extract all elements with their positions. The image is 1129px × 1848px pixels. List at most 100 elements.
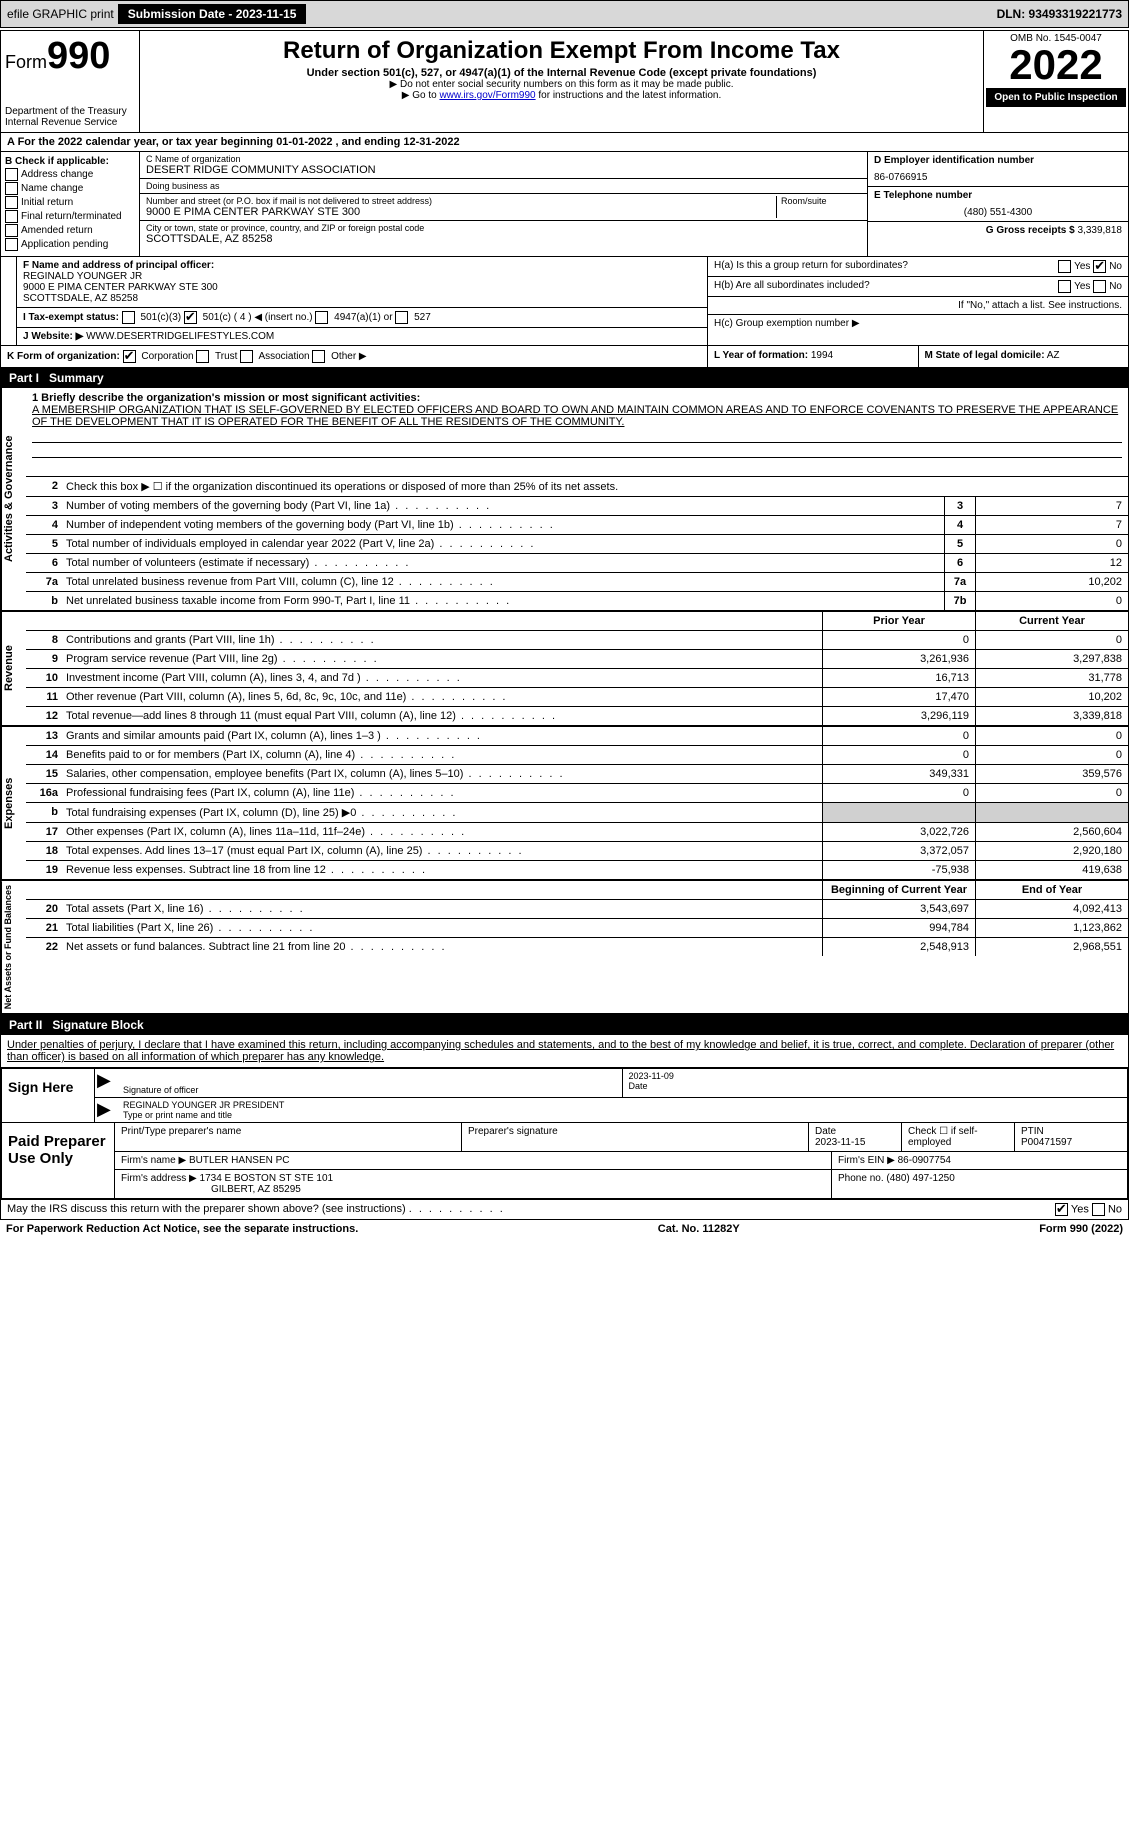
paid-preparer-block: Paid Preparer Use Only Print/Type prepar… — [1, 1123, 1128, 1199]
summary-line: 15 Salaries, other compensation, employe… — [26, 765, 1128, 784]
vlabel-governance: Activities & Governance — [1, 388, 26, 610]
hc-label: H(c) Group exemption number ▶ — [714, 318, 860, 329]
form-number: 990 — [47, 35, 110, 77]
section-fhij: F Name and address of principal officer:… — [1, 256, 1128, 346]
summary-line: 4 Number of independent voting members o… — [26, 516, 1128, 535]
part1-title: Summary — [49, 371, 104, 385]
mission-block: 1 Briefly describe the organization's mi… — [26, 388, 1128, 476]
submission-date-btn[interactable]: Submission Date - 2023-11-15 — [118, 4, 307, 24]
netassets-block: Net Assets or Fund Balances Beginning of… — [1, 881, 1128, 1015]
chk-association[interactable] — [240, 350, 253, 363]
arrow-icon: ▶ — [95, 1098, 117, 1122]
sig-officer-label: Signature of officer — [123, 1085, 616, 1095]
city-label: City or town, state or province, country… — [146, 223, 861, 233]
section-l: L Year of formation: 1994 — [708, 346, 919, 367]
paid-preparer-label: Paid Preparer Use Only — [2, 1123, 115, 1198]
cat-no: Cat. No. 11282Y — [658, 1223, 740, 1235]
addr-label: Number and street (or P.O. box if mail i… — [146, 196, 776, 206]
summary-line: 9 Program service revenue (Part VIII, li… — [26, 650, 1128, 669]
summary-line: 20 Total assets (Part X, line 16) 3,543,… — [26, 900, 1128, 919]
section-j: J Website: ▶ WWW.DESERTRIDGELIFESTYLES.C… — [17, 328, 707, 345]
fghij-left-col: F Name and address of principal officer:… — [17, 257, 708, 345]
summary-line: 5 Total number of individuals employed i… — [26, 535, 1128, 554]
dln-label: DLN: 93493319221773 — [997, 7, 1122, 21]
hdr-prior-year: Prior Year — [822, 612, 975, 630]
section-f: F Name and address of principal officer:… — [17, 257, 707, 308]
chk-address-change[interactable]: Address change — [5, 168, 135, 181]
phone-value: (480) 551-4300 — [874, 207, 1122, 218]
summary-line: b Total fundraising expenses (Part IX, c… — [26, 803, 1128, 823]
phone-label: E Telephone number — [874, 190, 1122, 201]
header-right: OMB No. 1545-0047 2022 Open to Public In… — [984, 31, 1128, 132]
f-label: F Name and address of principal officer: — [23, 260, 701, 271]
chk-other[interactable] — [312, 350, 325, 363]
mission-text: A MEMBERSHIP ORGANIZATION THAT IS SELF-G… — [32, 404, 1118, 428]
hb-label: H(b) Are all subordinates included? — [714, 280, 870, 293]
vlabel-revenue: Revenue — [1, 612, 26, 725]
arrow-icon: ▶ — [95, 1069, 117, 1097]
sig-date-label: Date — [629, 1081, 1122, 1091]
discuss-yes[interactable] — [1055, 1203, 1068, 1216]
header-left: Form990 Department of the Treasury Inter… — [1, 31, 140, 132]
line2-desc: Check this box ▶ ☐ if the organization d… — [62, 477, 1128, 496]
note-ssn: ▶ Do not enter social security numbers o… — [144, 79, 979, 90]
summary-line: 14 Benefits paid to or for members (Part… — [26, 746, 1128, 765]
hdr-begin-year: Beginning of Current Year — [822, 881, 975, 899]
chk-final-return[interactable]: Final return/terminated — [5, 210, 135, 223]
ha-no[interactable] — [1093, 260, 1106, 273]
officer-addr2: SCOTTSDALE, AZ 85258 — [23, 293, 701, 304]
section-k: K Form of organization: Corporation Trus… — [1, 346, 708, 367]
irs-link[interactable]: www.irs.gov/Form990 — [439, 90, 535, 101]
hb-note: If "No," attach a list. See instructions… — [958, 300, 1122, 311]
form-header: Form990 Department of the Treasury Inter… — [1, 31, 1128, 133]
prep-name-label: Print/Type preparer's name — [121, 1126, 455, 1137]
firm-addr1: 1734 E BOSTON ST STE 101 — [200, 1173, 334, 1184]
summary-line: 18 Total expenses. Add lines 13–17 (must… — [26, 842, 1128, 861]
governance-block: Activities & Governance 1 Briefly descri… — [1, 388, 1128, 612]
chk-amended[interactable]: Amended return — [5, 224, 135, 237]
firm-name: BUTLER HANSEN PC — [189, 1155, 290, 1166]
efile-topbar: efile GRAPHIC print Submission Date - 20… — [0, 0, 1129, 28]
discuss-no[interactable] — [1092, 1203, 1105, 1216]
vlabel-netassets: Net Assets or Fund Balances — [1, 881, 26, 1013]
chk-corporation[interactable] — [123, 350, 136, 363]
ein-value: 86-0766915 — [874, 172, 1122, 183]
chk-initial-return[interactable]: Initial return — [5, 196, 135, 209]
left-margin — [1, 257, 17, 345]
part2-title: Signature Block — [52, 1018, 143, 1032]
hb-no[interactable] — [1093, 280, 1106, 293]
summary-line: 12 Total revenue—add lines 8 through 11 … — [26, 707, 1128, 725]
firm-addr2: GILBERT, AZ 85295 — [211, 1184, 301, 1195]
chk-4947[interactable] — [315, 311, 328, 324]
summary-line: b Net unrelated business taxable income … — [26, 592, 1128, 610]
summary-line: 21 Total liabilities (Part X, line 26) 9… — [26, 919, 1128, 938]
form-990-page: Form990 Department of the Treasury Inter… — [0, 30, 1129, 1220]
prep-date-val: 2023-11-15 — [815, 1137, 895, 1148]
chk-501c3[interactable] — [122, 311, 135, 324]
sign-here-label: Sign Here — [2, 1069, 95, 1122]
form-prefix: Form — [5, 52, 47, 72]
ha-yes[interactable] — [1058, 260, 1071, 273]
irs-discuss-row: May the IRS discuss this return with the… — [1, 1199, 1128, 1219]
hb-yes[interactable] — [1058, 280, 1071, 293]
summary-line: 10 Investment income (Part VIII, column … — [26, 669, 1128, 688]
part1-label: Part I — [9, 371, 39, 385]
chk-name-change[interactable]: Name change — [5, 182, 135, 195]
chk-trust[interactable] — [196, 350, 209, 363]
summary-line: 11 Other revenue (Part VIII, column (A),… — [26, 688, 1128, 707]
chk-527[interactable] — [395, 311, 408, 324]
part2-label: Part II — [9, 1018, 42, 1032]
chk-application-pending[interactable]: Application pending — [5, 238, 135, 251]
footer-bottom: For Paperwork Reduction Act Notice, see … — [0, 1220, 1129, 1238]
officer-printed-name: REGINALD YOUNGER JR PRESIDENT — [123, 1100, 1121, 1110]
section-i: I Tax-exempt status: 501(c)(3) 501(c) ( … — [17, 308, 707, 328]
org-name: DESERT RIDGE COMMUNITY ASSOCIATION — [146, 164, 861, 176]
revenue-block: Revenue Prior Year Current Year 8 Contri… — [1, 612, 1128, 727]
part1-header: Part I Summary — [1, 368, 1128, 388]
firm-name-label: Firm's name ▶ — [121, 1155, 186, 1166]
part2-header: Part II Signature Block — [1, 1015, 1128, 1035]
chk-501c[interactable] — [184, 311, 197, 324]
room-label: Room/suite — [781, 196, 861, 206]
summary-line: 3 Number of voting members of the govern… — [26, 497, 1128, 516]
hdr-end-year: End of Year — [975, 881, 1128, 899]
